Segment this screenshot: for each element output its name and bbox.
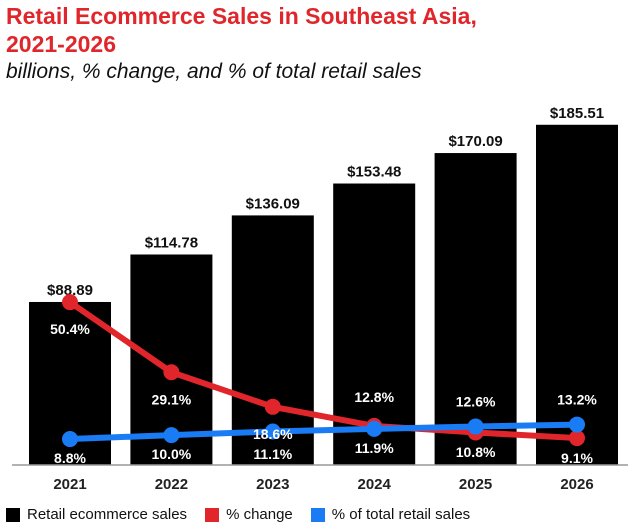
legend: Retail ecommerce sales % change % of tot… xyxy=(6,506,470,523)
legend-swatch xyxy=(310,507,325,522)
point-pct-total-2024 xyxy=(366,420,383,437)
x-tick-2022: 2022 xyxy=(155,476,188,493)
pct-total-label-2024: 11.9% xyxy=(355,440,394,456)
x-tick-2023: 2023 xyxy=(256,476,289,493)
point-pct-change-2023 xyxy=(264,398,281,415)
pct-change-label-2026: 9.1% xyxy=(561,450,593,466)
title-line-2: 2021-2026 xyxy=(6,31,116,57)
chart-area: $88.89 2021 $114.78 2022 $136.09 2023 $153.48 2… xyxy=(12,105,628,493)
legend-item-share: % of total retail sales xyxy=(310,506,471,523)
line-pct-change xyxy=(68,299,578,442)
pct-change-label-2025: 10.8% xyxy=(456,444,496,460)
pct-change-label-2021: 50.4% xyxy=(50,321,90,337)
bar-2023 xyxy=(231,215,314,465)
bar-label-2023: $136.09 xyxy=(246,195,300,212)
point-pct-total-2025 xyxy=(467,418,484,435)
x-tick-2025: 2025 xyxy=(459,476,492,493)
legend-item-sales: Retail ecommerce sales xyxy=(6,506,187,523)
title-line-1: Retail Ecommerce Sales in Southeast Asia… xyxy=(6,3,477,29)
x-tick-2021: 2021 xyxy=(53,476,86,493)
x-tick-2024: 2024 xyxy=(358,476,392,493)
pct-total-label-2025: 12.6% xyxy=(456,394,496,410)
legend-label: % of total retail sales xyxy=(331,506,471,523)
point-pct-total-2022 xyxy=(163,427,180,444)
pct-change-label-2024: 12.8% xyxy=(354,389,394,405)
pct-total-label-2023: 11.1% xyxy=(253,446,292,462)
bar-label-2021: $88.89 xyxy=(47,282,93,299)
bar-label-2026: $185.51 xyxy=(550,105,604,122)
legend-swatch xyxy=(6,507,20,522)
bar-2025 xyxy=(434,153,517,466)
point-pct-change-2022 xyxy=(163,364,180,381)
point-pct-change-2026 xyxy=(569,430,585,447)
pct-total-label-2021: 8.8% xyxy=(54,450,86,466)
bar-2026 xyxy=(536,124,618,465)
chart-title: Retail Ecommerce Sales in Southeast Asia… xyxy=(6,2,477,58)
point-pct-total-2026 xyxy=(569,416,585,433)
bar-label-2024: $153.48 xyxy=(347,164,401,181)
pct-total-label-2022: 10.0% xyxy=(152,446,192,462)
legend-item-change: % change xyxy=(205,506,293,523)
point-pct-total-2021 xyxy=(62,431,78,448)
point-pct-total-2023 xyxy=(264,423,281,440)
legend-swatch xyxy=(205,507,220,522)
bar-label-2025: $170.09 xyxy=(448,133,502,150)
pct-total-label-2026: 13.2% xyxy=(557,392,597,408)
line-pct-total xyxy=(69,421,578,443)
bar-label-2022: $114.78 xyxy=(145,234,198,251)
chart-subtitle: billions, % change, and % of total retai… xyxy=(6,60,422,83)
pct-change-label-2023: 18.6% xyxy=(253,426,293,442)
pct-change-label-2022: 29.1% xyxy=(152,391,192,407)
legend-label: Retail ecommerce sales xyxy=(27,506,188,523)
x-tick-2026: 2026 xyxy=(560,476,593,493)
point-pct-change-2021 xyxy=(62,294,78,311)
legend-label: % change xyxy=(226,506,293,523)
